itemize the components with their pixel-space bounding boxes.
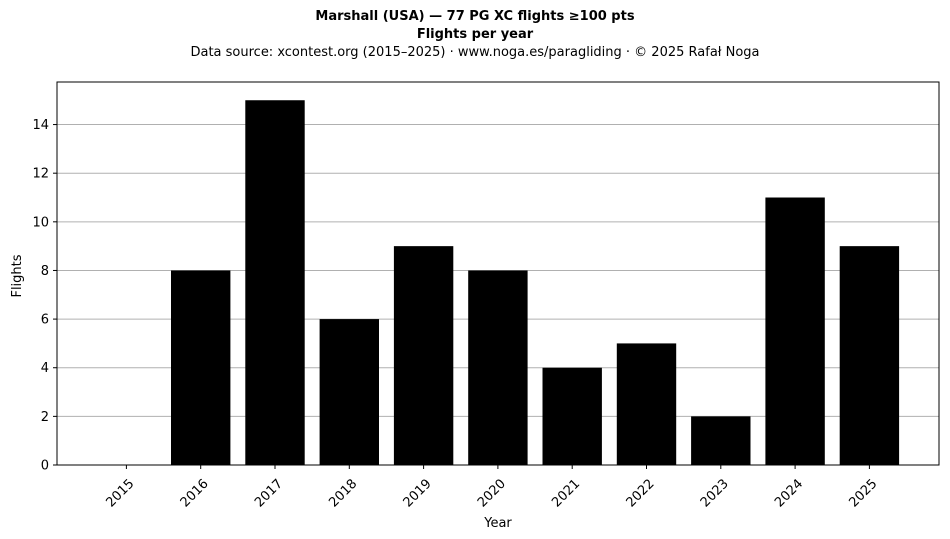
x-tick-label-2021: 2021	[549, 476, 583, 510]
bar-2017	[245, 100, 305, 465]
bar-2016	[171, 270, 231, 465]
y-tick-label: 14	[32, 118, 49, 133]
y-tick-label: 4	[41, 361, 49, 376]
x-axis-label: Year	[483, 516, 512, 531]
y-axis-label: Flights	[10, 254, 25, 297]
data-source-note: Data source: xcontest.org (2015–2025) · …	[190, 45, 759, 60]
y-tick-label: 12	[32, 167, 49, 182]
bar-2022	[616, 343, 677, 465]
x-axis-ticks: 2015 2016 2017 2018 2019 2020 2021 2022 2023 2024…	[103, 465, 880, 510]
x-tick-label-2016: 2016	[178, 476, 212, 510]
x-tick-label-2023: 2023	[698, 476, 732, 510]
bar-2018	[319, 319, 379, 465]
x-tick-label-2022: 2022	[624, 476, 658, 510]
chart-title: Marshall (USA) — 77 PG XC flights ≥100 p…	[315, 9, 634, 24]
y-tick-label: 8	[41, 264, 49, 279]
y-tick-label: 0	[41, 459, 49, 474]
bar-2021	[542, 367, 602, 465]
y-tick-label: 10	[32, 215, 49, 230]
plot-frame	[56, 81, 940, 466]
x-tick-label-2017: 2017	[252, 476, 286, 510]
bars	[171, 100, 900, 465]
y-tick-label: 2	[41, 410, 49, 425]
bar-2023	[691, 416, 751, 465]
x-tick-label-2015: 2015	[103, 476, 137, 510]
bar-2020	[468, 270, 528, 465]
x-tick-label-2018: 2018	[326, 476, 360, 510]
bar-2019	[393, 246, 454, 465]
bar-2024	[765, 197, 825, 465]
x-tick-label-2019: 2019	[401, 476, 435, 510]
chart-subtitle: Flights per year	[417, 27, 534, 42]
x-tick-label-2025: 2025	[846, 476, 880, 510]
bar-2025	[839, 246, 900, 465]
y-tick-label: 6	[41, 313, 49, 328]
y-axis-ticks: 0 2 4 6 8 10 12 14	[32, 118, 57, 474]
x-tick-label-2020: 2020	[475, 476, 509, 510]
x-tick-label-2024: 2024	[772, 476, 806, 510]
